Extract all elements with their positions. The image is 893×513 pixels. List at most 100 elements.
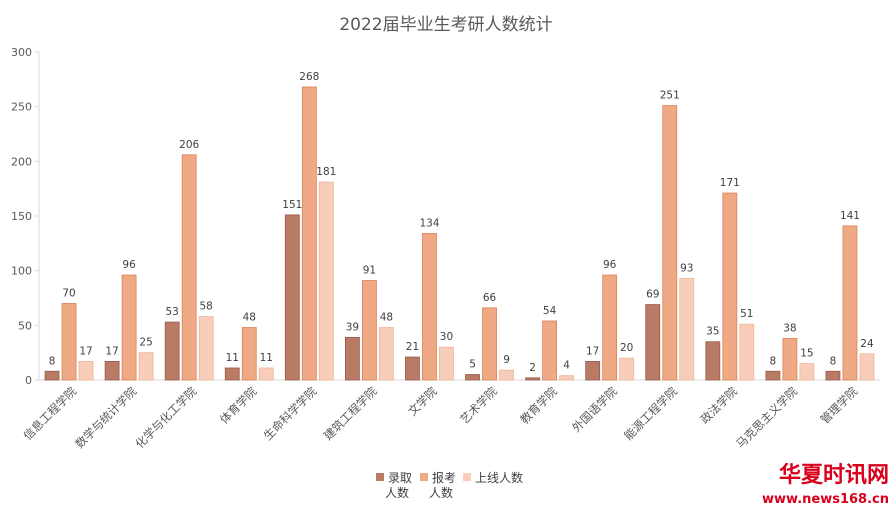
data-label: 48 bbox=[380, 312, 393, 324]
category-label: 政法学院 bbox=[698, 384, 741, 427]
bar bbox=[559, 375, 575, 381]
bar bbox=[782, 338, 798, 381]
data-label: 30 bbox=[440, 331, 453, 343]
data-label: 268 bbox=[299, 71, 319, 83]
data-label: 35 bbox=[706, 326, 719, 338]
bar bbox=[825, 370, 841, 381]
data-label: 58 bbox=[199, 301, 212, 313]
data-label: 21 bbox=[406, 341, 419, 353]
data-label: 2 bbox=[529, 362, 536, 374]
data-label: 91 bbox=[363, 265, 376, 277]
data-label: 8 bbox=[49, 355, 56, 367]
category-label: 生命科学学院 bbox=[261, 384, 320, 443]
y-tick-label: 300 bbox=[11, 46, 32, 59]
bar bbox=[662, 105, 678, 381]
bar bbox=[61, 303, 77, 381]
bar bbox=[318, 181, 334, 381]
legend-label: 人数 bbox=[385, 485, 409, 500]
data-label: 17 bbox=[105, 345, 118, 357]
y-tick-label: 150 bbox=[11, 210, 32, 223]
watermark: 华夏时讯网 www.news168.cn bbox=[762, 462, 889, 507]
bars bbox=[44, 86, 875, 381]
bar bbox=[405, 356, 420, 381]
category-label: 建筑工程学院 bbox=[321, 384, 380, 443]
data-label: 11 bbox=[260, 352, 273, 364]
category-label: 化学与化工学院 bbox=[132, 384, 199, 451]
y-tick-label: 100 bbox=[11, 265, 32, 278]
bar bbox=[722, 192, 738, 381]
data-label: 8 bbox=[770, 355, 777, 367]
legend-swatch bbox=[376, 473, 384, 481]
bar bbox=[499, 369, 514, 381]
data-label: 20 bbox=[620, 342, 633, 354]
bar bbox=[422, 233, 437, 381]
data-label: 93 bbox=[680, 262, 693, 274]
legend-swatch bbox=[463, 473, 471, 481]
data-label: 39 bbox=[346, 321, 359, 333]
bar bbox=[44, 370, 60, 381]
data-label: 134 bbox=[419, 217, 439, 229]
data-label: 9 bbox=[503, 354, 510, 366]
data-label: 17 bbox=[79, 345, 92, 357]
category-label: 文学院 bbox=[405, 384, 440, 419]
legend-label: 录取 bbox=[388, 471, 412, 485]
bar bbox=[181, 154, 197, 381]
bar bbox=[301, 86, 317, 381]
bar bbox=[525, 377, 541, 381]
data-label: 171 bbox=[720, 177, 740, 189]
watermark-brand: 华夏时讯网 bbox=[779, 462, 889, 488]
data-label: 53 bbox=[165, 306, 178, 318]
data-label: 70 bbox=[62, 287, 75, 299]
data-label: 38 bbox=[783, 322, 796, 334]
bar bbox=[439, 346, 454, 381]
data-label: 4 bbox=[563, 360, 570, 372]
bar bbox=[164, 321, 180, 381]
data-label: 141 bbox=[840, 210, 860, 222]
data-label: 69 bbox=[646, 289, 659, 301]
bar bbox=[224, 367, 240, 381]
data-label: 206 bbox=[179, 139, 199, 151]
data-label: 5 bbox=[469, 359, 476, 371]
data-label: 151 bbox=[282, 199, 302, 211]
bar bbox=[482, 307, 497, 381]
bar bbox=[842, 225, 858, 381]
data-label: 15 bbox=[800, 348, 813, 360]
bar bbox=[739, 323, 755, 381]
data-label: 25 bbox=[139, 337, 152, 349]
bar bbox=[602, 274, 618, 381]
category-label: 艺术学院 bbox=[457, 384, 500, 427]
legend-label: 上线人数 bbox=[475, 470, 523, 485]
category-label: 外国语学院 bbox=[569, 384, 620, 435]
bar bbox=[344, 336, 360, 381]
bar bbox=[378, 327, 394, 381]
bar bbox=[465, 374, 480, 381]
bar bbox=[241, 327, 257, 381]
y-tick-label: 0 bbox=[25, 374, 32, 387]
bar bbox=[619, 357, 635, 381]
data-label: 51 bbox=[740, 308, 753, 320]
y-tick-label: 50 bbox=[18, 319, 32, 332]
data-label: 11 bbox=[226, 352, 239, 364]
legend-swatch bbox=[420, 473, 428, 481]
data-label: 96 bbox=[603, 259, 617, 271]
bar bbox=[705, 341, 721, 381]
category-label: 管理学院 bbox=[818, 384, 861, 427]
bar bbox=[585, 361, 601, 381]
data-label: 8 bbox=[830, 355, 837, 367]
category-label: 能源工程学院 bbox=[621, 384, 680, 443]
bar bbox=[198, 316, 214, 381]
category-label: 教育学院 bbox=[517, 384, 560, 427]
bar bbox=[859, 353, 875, 381]
y-tick-label: 200 bbox=[11, 155, 32, 168]
data-label: 96 bbox=[122, 259, 136, 271]
bar bbox=[679, 277, 695, 381]
bar bbox=[104, 361, 120, 381]
bar bbox=[78, 361, 94, 381]
bar bbox=[121, 274, 137, 381]
data-label: 17 bbox=[586, 345, 599, 357]
y-tick-label: 250 bbox=[11, 101, 32, 114]
bar bbox=[258, 367, 274, 381]
